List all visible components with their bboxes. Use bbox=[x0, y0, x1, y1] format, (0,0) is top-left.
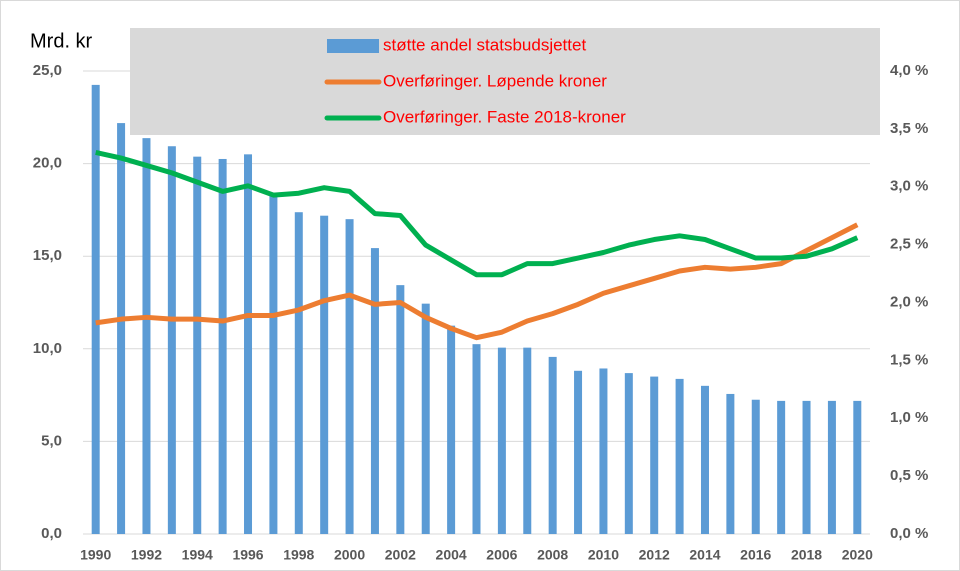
bar bbox=[345, 219, 354, 534]
x-tick-label: 2010 bbox=[588, 547, 619, 563]
bar bbox=[244, 154, 253, 534]
bar bbox=[167, 146, 176, 535]
bar bbox=[802, 400, 811, 534]
x-tick-label: 1996 bbox=[232, 547, 263, 563]
y2-tick-label: 1,0 % bbox=[890, 409, 928, 426]
bar bbox=[91, 84, 100, 534]
x-tick-label: 2018 bbox=[791, 547, 822, 563]
y-tick-label: 5,0 bbox=[41, 432, 62, 449]
y-tick-label: 25,0 bbox=[33, 62, 62, 79]
y-axis-label: Mrd. kr bbox=[30, 30, 93, 52]
y2-tick-label: 4,0 % bbox=[890, 62, 928, 79]
bar bbox=[675, 378, 684, 534]
x-tick-label: 2014 bbox=[689, 547, 720, 563]
bar bbox=[574, 370, 583, 534]
y2-tick-label: 3,0 % bbox=[890, 178, 928, 195]
legend-label: Overføringer. Løpende kroner bbox=[383, 71, 607, 90]
bar bbox=[320, 215, 329, 534]
legend-label: støtte andel statsbudsjettet bbox=[383, 35, 586, 54]
x-tick-label: 2008 bbox=[537, 547, 568, 563]
x-tick-label: 2000 bbox=[334, 547, 365, 563]
legend-box bbox=[130, 28, 880, 135]
y-tick-label: 15,0 bbox=[33, 247, 62, 264]
line bbox=[95, 150, 859, 278]
x-tick-label: 2004 bbox=[436, 547, 467, 563]
x-tick-label: 2006 bbox=[486, 547, 517, 563]
x-tick-label: 2012 bbox=[639, 547, 670, 563]
y2-tick-label: 1,5 % bbox=[890, 351, 928, 368]
bar bbox=[142, 138, 151, 534]
bar bbox=[523, 347, 532, 534]
bar bbox=[269, 194, 278, 535]
bar bbox=[777, 400, 786, 534]
legend-swatch bbox=[327, 39, 379, 53]
y2-tick-label: 2,5 % bbox=[890, 236, 928, 253]
bar bbox=[294, 212, 303, 534]
y-tick-label: 10,0 bbox=[33, 340, 62, 357]
y-tick-label: 20,0 bbox=[33, 155, 62, 172]
bar bbox=[370, 248, 379, 534]
bar bbox=[193, 156, 202, 534]
y2-tick-label: 0,5 % bbox=[890, 467, 928, 484]
bar bbox=[650, 376, 659, 534]
bar bbox=[421, 303, 430, 534]
legend-label: Overføringer. Faste 2018-kroner bbox=[383, 107, 626, 126]
line bbox=[95, 222, 859, 341]
x-tick-label: 1998 bbox=[283, 547, 314, 563]
bar bbox=[497, 347, 506, 534]
y-tick-label: 0,0 bbox=[41, 525, 62, 542]
bar bbox=[726, 393, 735, 534]
bar bbox=[827, 400, 836, 534]
x-tick-label: 1992 bbox=[131, 547, 162, 563]
x-tick-label: 2020 bbox=[842, 547, 873, 563]
bar bbox=[447, 325, 456, 534]
bar bbox=[751, 399, 760, 534]
bar bbox=[599, 368, 608, 534]
x-tick-label: 2016 bbox=[740, 547, 771, 563]
y2-tick-label: 2,0 % bbox=[890, 293, 928, 310]
bar bbox=[396, 285, 405, 534]
bar bbox=[117, 123, 126, 535]
x-tick-label: 2002 bbox=[385, 547, 416, 563]
bar bbox=[853, 400, 862, 534]
bar bbox=[548, 356, 557, 534]
y2-tick-label: 3,5 % bbox=[890, 120, 928, 137]
bar bbox=[624, 373, 633, 534]
x-tick-label: 1990 bbox=[80, 547, 111, 563]
bar bbox=[472, 344, 481, 534]
y2-tick-label: 0,0 % bbox=[890, 525, 928, 542]
bar bbox=[218, 158, 227, 534]
bar bbox=[700, 385, 709, 534]
x-tick-label: 1994 bbox=[182, 547, 213, 563]
